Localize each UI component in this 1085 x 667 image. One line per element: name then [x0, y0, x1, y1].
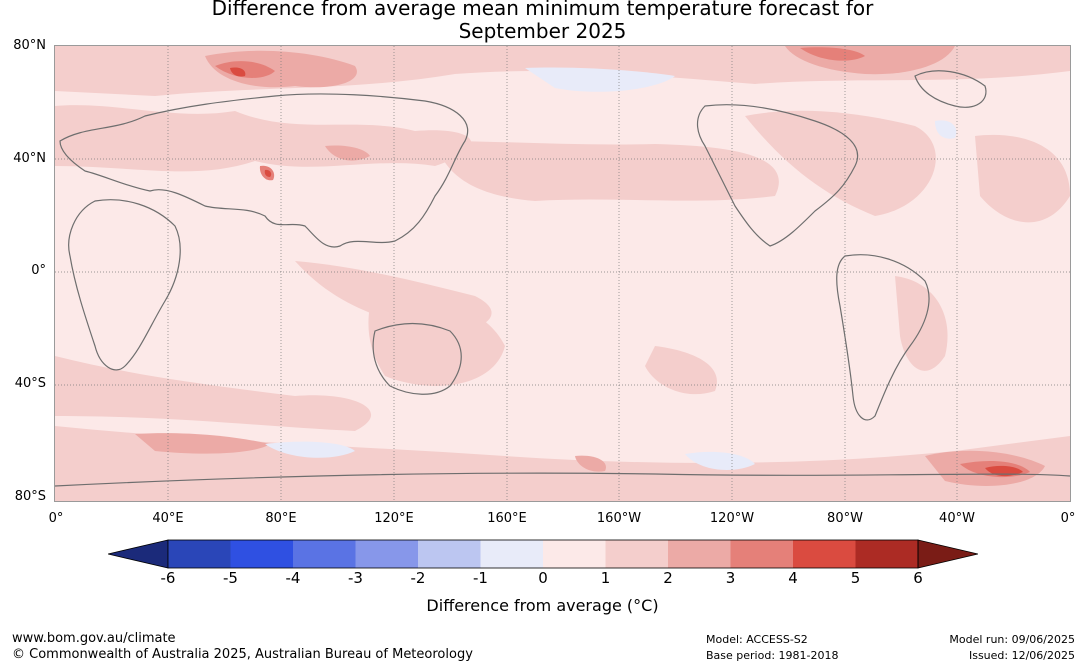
- lat-label-40s: 40°S: [14, 376, 46, 391]
- issued-date: Issued: 12/06/2025: [968, 649, 1075, 662]
- colorbar-segment: [605, 540, 668, 568]
- colorbar-tick-label: 0: [538, 569, 548, 587]
- lon-label-0-left: 0°: [48, 511, 64, 526]
- colorbar-segment: [230, 540, 293, 568]
- colorbar-tick-label: 3: [725, 569, 736, 587]
- lon-label-120e: 120°E: [374, 511, 414, 526]
- colorbar-segment: [293, 540, 356, 568]
- lon-label-160w: 160°W: [596, 511, 642, 526]
- lon-label-80e: 80°E: [265, 511, 297, 526]
- colorbar-tick-label: 5: [850, 569, 861, 587]
- colorbar-tick-label: 1: [600, 569, 611, 587]
- colorbar-segment: [168, 540, 231, 568]
- lon-label-160e: 160°E: [487, 511, 527, 526]
- lat-label-40n: 40°N: [13, 151, 46, 166]
- lon-label-40w: 40°W: [939, 511, 975, 526]
- colorbar-tick-label: -3: [348, 569, 363, 587]
- antarctica-coast: [55, 472, 1070, 487]
- australia-coast: [372, 322, 462, 395]
- lon-label-0-right: 0°: [1060, 511, 1076, 526]
- anomaly-2-3-regions: [135, 46, 1045, 486]
- lon-label-80w: 80°W: [827, 511, 863, 526]
- colorbar-tick-label: 2: [663, 569, 673, 587]
- map-title: Difference from average mean minimum tem…: [0, 0, 1085, 43]
- coastlines: [55, 70, 1070, 487]
- lon-label-120w: 120°W: [709, 511, 755, 526]
- title-line-2: September 2025: [458, 19, 627, 43]
- colorbar: [107, 539, 979, 569]
- colorbar-segment: [730, 540, 793, 568]
- colorbar-segment: [418, 540, 481, 568]
- colorbar-graphic: [107, 539, 979, 569]
- south-america-coast: [836, 254, 930, 421]
- colorbar-segment: [543, 540, 606, 568]
- colorbar-tick-label: 6: [913, 569, 923, 587]
- colorbar-tick-label: -5: [223, 569, 238, 587]
- website-link[interactable]: www.bom.gov.au/climate: [12, 631, 176, 646]
- colorbar-segment: [855, 540, 918, 568]
- colorbar-arrow-low: [107, 539, 169, 569]
- anomaly-minus-1-0-regions: [265, 67, 957, 470]
- base-period: Base period: 1981-2018: [706, 649, 839, 662]
- lat-label-80s: 80°S: [14, 489, 46, 504]
- colorbar-tick-label: -2: [410, 569, 426, 587]
- colorbar-segment: [355, 540, 418, 568]
- colorbar-tick-label: -4: [285, 569, 301, 587]
- colorbar-tick-label: -1: [473, 569, 488, 587]
- colorbar-segment: [668, 540, 731, 568]
- model-run-date: Model run: 09/06/2025: [949, 633, 1075, 646]
- lon-label-40e: 40°E: [152, 511, 184, 526]
- colorbar-arrow-high: [917, 539, 979, 569]
- colorbar-border: [167, 539, 919, 569]
- model-name: Model: ACCESS-S2: [706, 633, 808, 646]
- temperature-anomaly-map: [54, 45, 1071, 502]
- copyright-text: © Commonwealth of Australia 2025, Austra…: [12, 647, 473, 662]
- greenland-coast: [914, 70, 987, 108]
- graticule: [55, 46, 1070, 501]
- colorbar-label: Difference from average (°C): [426, 596, 659, 615]
- colorbar-segment: [793, 540, 856, 568]
- africa-coast: [68, 199, 181, 371]
- colorbar-tick-label: 4: [788, 569, 798, 587]
- lat-label-80n: 80°N: [13, 38, 46, 53]
- colorbar-segment: [480, 540, 543, 568]
- north-america-coast: [696, 104, 859, 247]
- map-canvas: [55, 46, 1070, 501]
- eurasia-coast: [59, 93, 469, 248]
- lat-label-0: 0°: [31, 263, 46, 278]
- anomaly-4-5-regions: [230, 67, 1023, 477]
- title-line-1: Difference from average mean minimum tem…: [211, 0, 874, 20]
- colorbar-tick-label: -6: [160, 569, 176, 587]
